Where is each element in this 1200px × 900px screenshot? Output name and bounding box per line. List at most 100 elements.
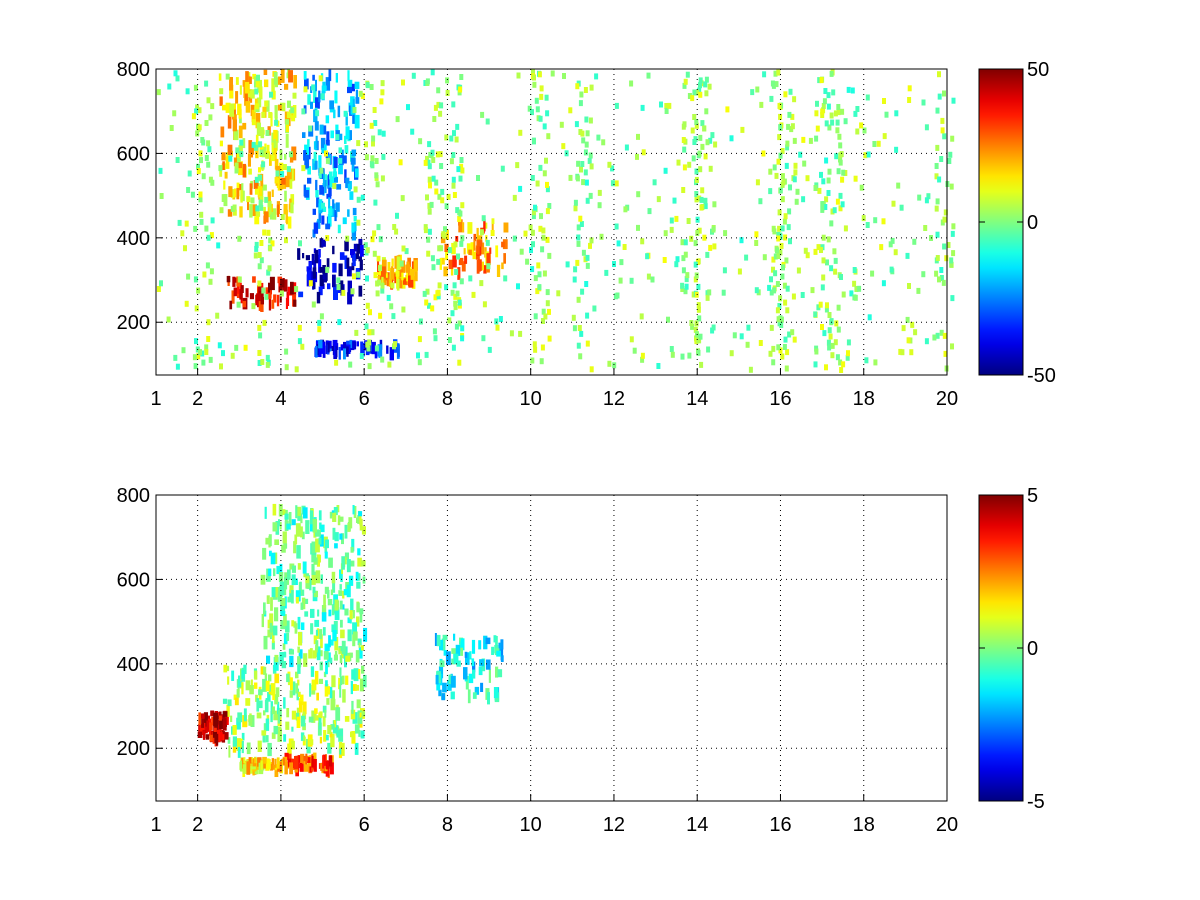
heatmap-cell xyxy=(934,163,939,169)
heatmap-cell xyxy=(260,760,263,770)
heatmap-cell xyxy=(354,742,359,755)
heatmap-cell xyxy=(237,103,242,116)
heatmap-cell xyxy=(401,79,405,86)
heatmap-cell xyxy=(870,270,875,277)
heatmap-cell xyxy=(328,197,331,209)
heatmap-cell xyxy=(398,269,403,278)
heatmap-cell xyxy=(219,96,223,106)
heatmap-cell xyxy=(597,189,602,196)
heatmap-cell xyxy=(459,157,464,163)
heatmap-cell xyxy=(204,155,209,161)
heatmap-cell xyxy=(205,734,209,740)
heatmap-cell xyxy=(381,276,384,284)
heatmap-cell xyxy=(395,212,399,219)
heatmap-cell xyxy=(452,255,457,268)
heatmap-cell xyxy=(440,257,445,265)
heatmap-cell xyxy=(939,275,944,281)
heatmap-cell xyxy=(220,126,225,138)
heatmap-cell xyxy=(332,183,337,189)
heatmap-cell xyxy=(839,151,844,158)
heatmap-cell xyxy=(256,122,261,136)
heatmap-cell xyxy=(269,276,275,291)
heatmap-cell xyxy=(358,642,361,648)
heatmap-cell xyxy=(339,742,342,755)
heatmap-cell xyxy=(455,236,459,242)
heatmap-cell xyxy=(426,159,431,166)
heatmap-cells xyxy=(197,503,504,778)
heatmap-cell xyxy=(398,278,403,289)
heatmap-cell xyxy=(338,164,343,175)
heatmap-cell xyxy=(779,316,784,323)
heatmap-cell xyxy=(213,712,218,727)
heatmap-cell xyxy=(324,539,329,549)
heatmap-cell xyxy=(297,646,300,653)
heatmap-cell xyxy=(700,187,705,194)
heatmap-cell xyxy=(632,347,637,354)
heatmap-cell xyxy=(227,737,231,744)
heatmap-cell xyxy=(235,129,239,136)
heatmap-cell xyxy=(786,224,791,231)
heatmap-cell xyxy=(198,349,202,356)
x-tick-label: 20 xyxy=(936,388,958,410)
heatmap-cell xyxy=(245,101,251,113)
heatmap-cell xyxy=(248,757,252,764)
heatmap-cell xyxy=(321,85,327,92)
heatmap-cell xyxy=(450,264,454,276)
heatmap-cell xyxy=(342,590,345,599)
heatmap-cell xyxy=(453,241,458,248)
heatmap-cell xyxy=(512,235,517,242)
heatmap-cell xyxy=(350,151,355,162)
heatmap-cell xyxy=(301,108,306,115)
heatmap-cell xyxy=(829,220,834,227)
heatmap-cell xyxy=(390,267,395,281)
y-tick-label: 400 xyxy=(117,228,150,250)
heatmap-cell xyxy=(395,270,400,277)
heatmap-cell xyxy=(339,655,343,664)
heatmap-cell xyxy=(373,199,378,206)
heatmap-cell xyxy=(258,141,263,148)
heatmap-cell xyxy=(323,271,327,283)
heatmap-cell xyxy=(406,268,409,282)
heatmap-cell xyxy=(241,183,244,196)
heatmap-cell xyxy=(315,79,317,92)
heatmap-cell xyxy=(390,282,395,289)
heatmap-cell xyxy=(823,204,828,210)
heatmap-cell xyxy=(905,316,910,323)
heatmap-cell xyxy=(453,293,458,300)
heatmap-cell xyxy=(221,350,225,357)
heatmap-cell xyxy=(335,134,340,141)
heatmap-cell xyxy=(821,274,826,281)
heatmap-cell xyxy=(425,288,430,295)
heatmap-cell xyxy=(409,268,414,281)
heatmap-cell xyxy=(695,230,700,236)
heatmap-cell xyxy=(836,168,841,175)
heatmap-cell xyxy=(277,104,282,111)
heatmap-cell xyxy=(705,139,710,146)
heatmap-cell xyxy=(258,199,263,206)
heatmap-cell xyxy=(509,330,514,337)
heatmap-cell xyxy=(355,168,359,178)
heatmap-cell xyxy=(723,230,728,237)
heatmap-cell xyxy=(703,203,708,210)
heatmap-cell xyxy=(545,289,550,296)
heatmap-cell xyxy=(500,649,504,661)
heatmap-cell xyxy=(218,73,222,81)
heatmap-cell xyxy=(581,137,586,144)
heatmap-cell xyxy=(495,636,498,647)
heatmap-cell xyxy=(321,202,325,209)
heatmap-cell xyxy=(336,277,341,284)
heatmap-cell xyxy=(378,312,383,319)
heatmap-cell xyxy=(204,120,209,126)
heatmap-cell xyxy=(346,346,349,357)
heatmap-cell xyxy=(333,157,338,168)
heatmap-cell xyxy=(332,512,337,522)
heatmap-cell xyxy=(531,69,535,76)
heatmap-cell xyxy=(376,224,381,231)
heatmap-cell xyxy=(201,713,205,719)
heatmap-cell xyxy=(820,201,825,208)
heatmap-cell xyxy=(640,238,645,245)
heatmap-cell xyxy=(518,330,523,337)
heatmap-cell xyxy=(316,291,321,304)
heatmap-cell xyxy=(301,597,306,610)
heatmap-cell xyxy=(353,243,358,252)
